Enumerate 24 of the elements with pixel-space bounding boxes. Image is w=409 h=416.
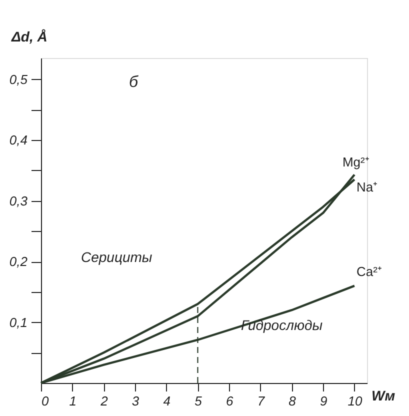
x-tick-label: 9 <box>320 394 328 408</box>
x-tick-label: 2 <box>100 394 109 408</box>
series-label: Na⁺ <box>356 179 378 194</box>
series-label: Ca²⁺ <box>356 264 382 279</box>
annotation: Серициты <box>81 249 153 265</box>
y-tick-label: 0,5 <box>9 72 28 87</box>
y-tick-label: 0,3 <box>9 193 28 208</box>
x-tick-label: 5 <box>194 394 203 408</box>
x-tick-label: 0 <box>42 394 50 408</box>
y-tick-label: 0,2 <box>9 254 28 270</box>
x-tick-label: 10 <box>348 394 363 408</box>
x-axis-title: Wм <box>372 388 396 404</box>
annotation: б <box>129 74 139 91</box>
y-tick-label: 0,4 <box>9 132 28 148</box>
x-tick-label: 3 <box>132 394 140 408</box>
series-label: Mg²⁺ <box>342 154 369 170</box>
y-axis-title: Δd, Å <box>10 28 48 44</box>
x-tick-label: 6 <box>226 394 234 408</box>
x-tick-label: 4 <box>163 394 170 408</box>
annotation: Гидрослюды <box>241 317 324 333</box>
x-tick-label: 1 <box>69 394 76 408</box>
y-tick-label: 0,1 <box>9 314 28 330</box>
x-tick-label: 8 <box>288 394 297 408</box>
x-tick-label: 7 <box>257 394 266 408</box>
